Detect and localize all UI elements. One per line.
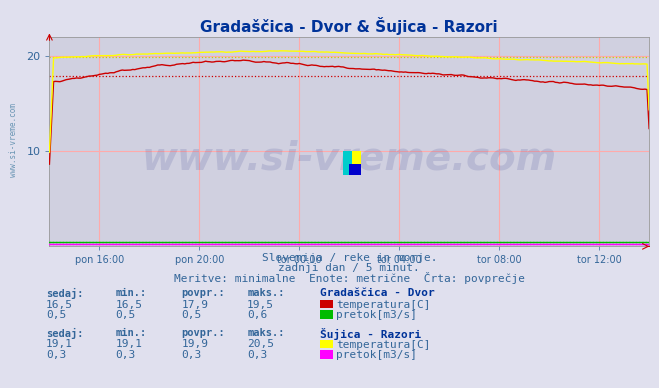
Text: 0,5: 0,5 (181, 310, 202, 320)
Text: 19,5: 19,5 (247, 300, 274, 310)
Text: 0,3: 0,3 (181, 350, 202, 360)
Text: Gradaščica - Dvor & Šujica - Razori: Gradaščica - Dvor & Šujica - Razori (200, 17, 498, 35)
Text: zadnji dan / 5 minut.: zadnji dan / 5 minut. (278, 263, 420, 273)
Text: sedaj:: sedaj: (46, 328, 84, 339)
Text: 0,3: 0,3 (46, 350, 67, 360)
Text: Meritve: minimalne  Enote: metrične  Črta: povprečje: Meritve: minimalne Enote: metrične Črta:… (174, 272, 525, 284)
Text: 16,5: 16,5 (46, 300, 73, 310)
Text: maks.:: maks.: (247, 328, 285, 338)
Text: temperatura[C]: temperatura[C] (336, 340, 430, 350)
Text: povpr.:: povpr.: (181, 328, 225, 338)
Text: 19,1: 19,1 (115, 340, 142, 350)
Text: 0,5: 0,5 (115, 310, 136, 320)
Text: www.si-vreme.com: www.si-vreme.com (142, 139, 557, 177)
Text: 0,6: 0,6 (247, 310, 268, 320)
Bar (343, 151, 361, 175)
Text: Gradaščica - Dvor: Gradaščica - Dvor (320, 288, 434, 298)
Text: 16,5: 16,5 (115, 300, 142, 310)
Text: min.:: min.: (115, 288, 146, 298)
Text: pretok[m3/s]: pretok[m3/s] (336, 350, 417, 360)
Text: Slovenija / reke in morje.: Slovenija / reke in morje. (262, 253, 437, 263)
Text: Šujica - Razori: Šujica - Razori (320, 328, 421, 340)
Text: 0,3: 0,3 (115, 350, 136, 360)
Text: 19,9: 19,9 (181, 340, 208, 350)
Bar (343, 151, 353, 175)
Text: min.:: min.: (115, 328, 146, 338)
Text: 19,1: 19,1 (46, 340, 73, 350)
Text: 0,5: 0,5 (46, 310, 67, 320)
Text: pretok[m3/s]: pretok[m3/s] (336, 310, 417, 320)
Bar (349, 163, 361, 175)
Text: 20,5: 20,5 (247, 340, 274, 350)
Text: povpr.:: povpr.: (181, 288, 225, 298)
Text: temperatura[C]: temperatura[C] (336, 300, 430, 310)
Text: maks.:: maks.: (247, 288, 285, 298)
Text: 0,3: 0,3 (247, 350, 268, 360)
Text: 17,9: 17,9 (181, 300, 208, 310)
Text: sedaj:: sedaj: (46, 288, 84, 299)
Text: www.si-vreme.com: www.si-vreme.com (9, 103, 18, 177)
